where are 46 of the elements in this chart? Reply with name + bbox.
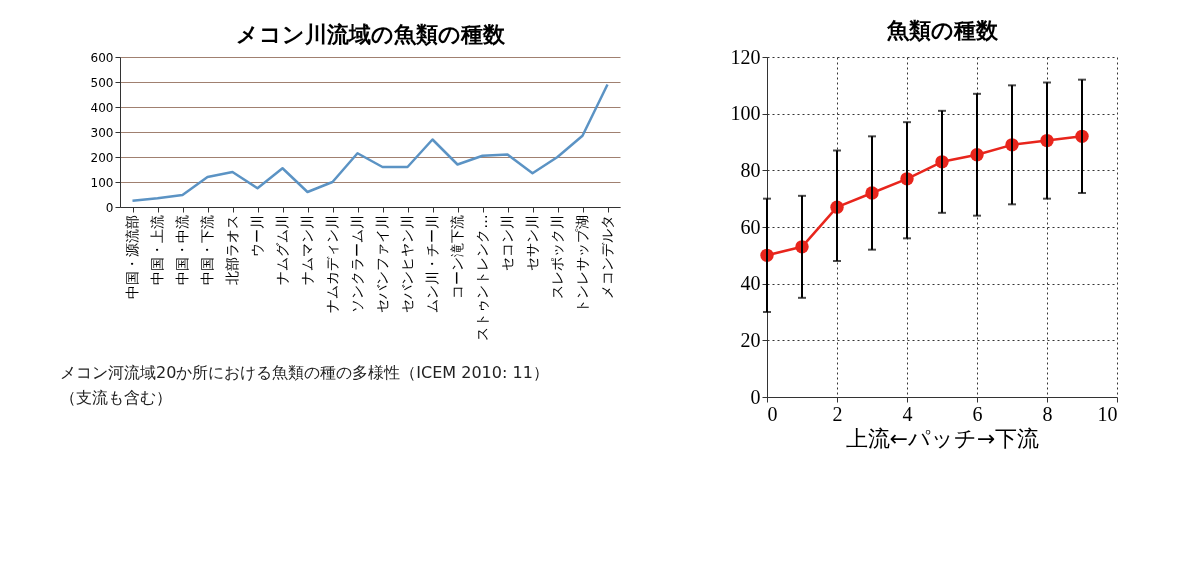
y-tick-label: 400 xyxy=(90,100,114,115)
x-tick-label: 中国・源流部 xyxy=(124,214,140,299)
x-tick-label: 北部ラオス xyxy=(224,214,240,285)
x-tick-label: ナムグム川 xyxy=(274,214,290,285)
x-tick-label: ソンクラーム川 xyxy=(349,214,365,313)
x-tick-label: 中国・下流 xyxy=(199,214,215,285)
x-tick-label: ナムマン川 xyxy=(299,214,315,285)
y-tick-label: 200 xyxy=(90,150,114,165)
chart-title: 魚類の種数 xyxy=(885,18,999,43)
y-tick-label: 100 xyxy=(90,175,114,190)
y-tick-label: 0 xyxy=(750,385,761,408)
y-tick-label: 300 xyxy=(90,125,114,140)
y-tick-label: 500 xyxy=(90,75,114,90)
x-tick-label: コーン滝下流 xyxy=(449,214,465,299)
y-tick-label: 600 xyxy=(90,50,114,65)
x-tick-label: ストゥントレンク… xyxy=(474,214,490,341)
text: （支流も含む） xyxy=(60,387,172,407)
x-tick-label: セサン川 xyxy=(524,214,540,271)
text: メコン河流域20か所における魚類の種の多様性（ICEM 2010: 11） xyxy=(60,362,549,382)
x-tick-label: 中国・中流 xyxy=(174,214,190,285)
y-tick-label: 100 xyxy=(730,102,761,125)
x-tick-label: ナムカディン川 xyxy=(324,214,340,313)
x-tick-label: 6 xyxy=(972,402,983,425)
x-tick-label: メコンデルタ xyxy=(599,214,615,299)
y-tick-label: 0 xyxy=(105,200,114,215)
x-tick-label: セコン川 xyxy=(499,214,515,271)
x-tick-label: 0 xyxy=(767,402,778,425)
y-tick-label: 120 xyxy=(730,45,761,68)
y-tick-label: 60 xyxy=(740,215,761,238)
x-tick-label: ウー川 xyxy=(249,214,265,257)
x-tick-label: スレポック川 xyxy=(549,214,565,299)
x-tick-label: 2 xyxy=(832,402,843,425)
chart-title: メコン川流域の魚類の種数 xyxy=(235,22,506,47)
x-tick-label: セバンファイ川 xyxy=(374,214,390,313)
x-tick-label: セバンヒヤン川 xyxy=(399,214,415,313)
x-tick-label: トンレサップ湖 xyxy=(574,214,590,313)
y-tick-label: 20 xyxy=(740,328,761,351)
x-tick-label: 10 xyxy=(1097,402,1118,425)
y-tick-label: 40 xyxy=(740,272,761,295)
x-tick-label: 4 xyxy=(902,402,913,425)
x-axis-title: 上流←パッチ→下流 xyxy=(845,425,1040,451)
y-tick-label: 80 xyxy=(740,158,761,181)
line-series xyxy=(131,83,609,202)
x-tick-label: 中国・上流 xyxy=(149,214,165,285)
x-tick-label: 8 xyxy=(1042,402,1053,425)
x-tick-label: ムン川・チー川 xyxy=(424,214,440,313)
